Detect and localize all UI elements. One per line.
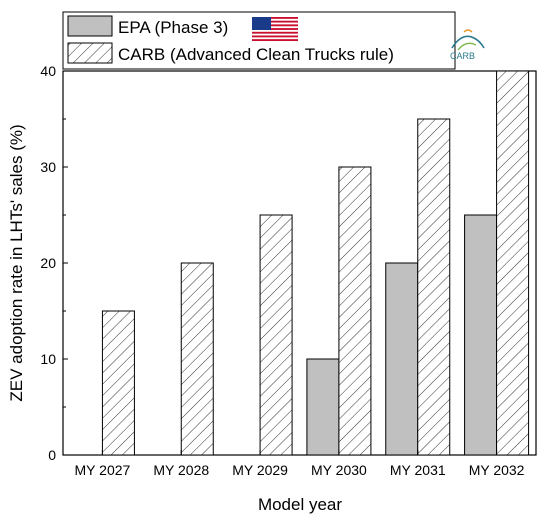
y-axis: 0 10 20 30 40 — [40, 63, 68, 463]
us-flag-icon — [252, 17, 298, 41]
x-axis-label: Model year — [258, 495, 342, 514]
x-tick-label: MY 2032 — [469, 462, 525, 478]
x-tick-label: MY 2028 — [153, 462, 209, 478]
legend-label-epa: EPA (Phase 3) — [118, 18, 228, 37]
y-axis-label: ZEV adoption rate in LHTs' sales (%) — [7, 124, 26, 401]
legend-swatch-epa — [67, 15, 113, 37]
x-tick-label: MY 2029 — [232, 462, 288, 478]
x-axis: MY 2027 MY 2028 MY 2029 MY 2030 MY 2031 MY 20… — [75, 450, 525, 478]
x-tick-label: MY 2031 — [390, 462, 446, 478]
bar-carb-my-2029 — [259, 214, 293, 456]
x-tick-label: MY 2027 — [75, 462, 131, 478]
legend: EPA (Phase 3) CARB (Advanced Clean Truck… — [62, 11, 485, 70]
bar-carb-my-2028 — [180, 262, 214, 456]
bar-epa-my-2032 — [464, 214, 498, 456]
y-tick-label: 0 — [48, 447, 56, 463]
bar-carb-my-2030 — [338, 166, 372, 456]
carb-logo-text: CARB — [450, 51, 475, 61]
x-tick-label: MY 2030 — [311, 462, 367, 478]
y-tick-label: 40 — [40, 63, 56, 79]
carb-logo-icon: CARB — [450, 29, 485, 61]
y-tick-label: 20 — [40, 255, 56, 271]
legend-swatch-carb — [67, 42, 113, 64]
legend-label-carb: CARB (Advanced Clean Trucks rule) — [118, 45, 394, 64]
bar-carb-my-2031 — [417, 118, 451, 456]
bar-carb-my-2027 — [101, 310, 135, 456]
y-tick-label: 30 — [40, 159, 56, 175]
bars-group — [101, 70, 530, 456]
bar-epa-my-2031 — [385, 262, 419, 456]
bar-epa-my-2030 — [306, 358, 340, 456]
bar-carb-my-2032 — [496, 70, 530, 456]
y-tick-label: 10 — [40, 351, 56, 367]
